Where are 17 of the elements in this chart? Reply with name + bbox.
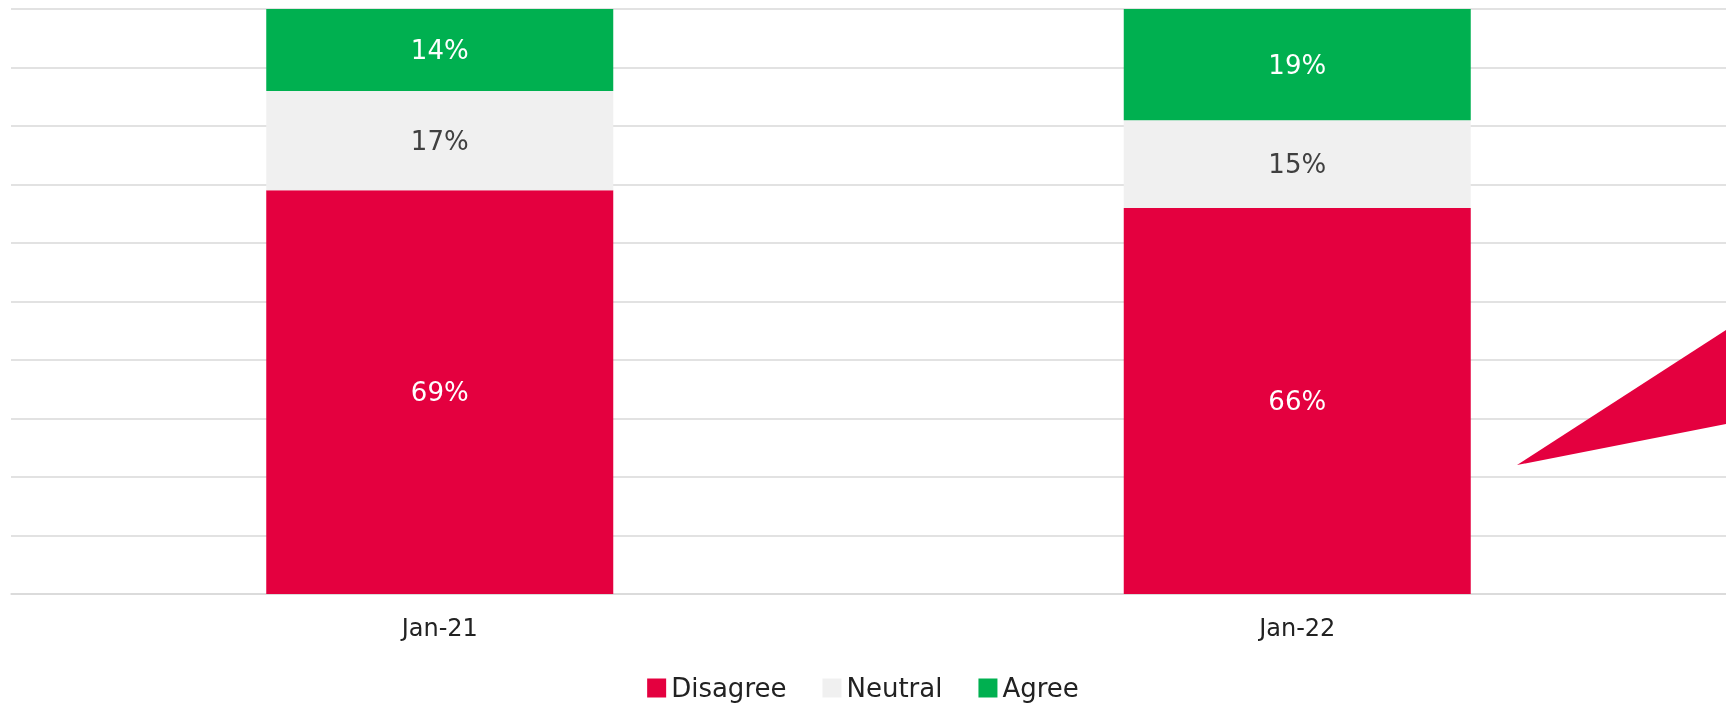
bar: [266, 190, 614, 594]
bar: [1123, 207, 1471, 594]
data-label: 14%: [410, 34, 469, 65]
x-tick-label: Jan-22: [1257, 614, 1336, 642]
data-label: 15%: [1268, 149, 1327, 180]
data-label: 66%: [1268, 385, 1327, 416]
bar: [1123, 9, 1471, 121]
data-label: 17%: [410, 125, 469, 156]
legend-label: Neutral: [846, 673, 943, 703]
legend-label: Disagree: [671, 673, 787, 703]
bar: [266, 9, 614, 91]
bar: [266, 90, 614, 191]
x-tick-label: Jan-21: [399, 614, 478, 642]
legend-label: Agree: [1002, 673, 1079, 703]
data-label: 69%: [410, 377, 469, 408]
bar: [1123, 120, 1471, 208]
data-label: 19%: [1268, 49, 1327, 80]
